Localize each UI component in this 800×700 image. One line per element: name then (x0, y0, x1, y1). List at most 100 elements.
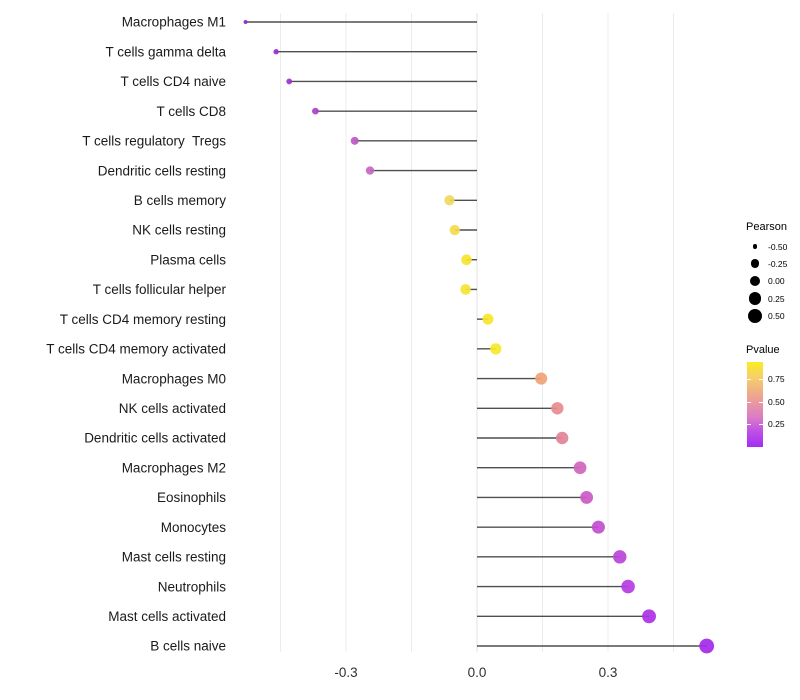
rows-group: Macrophages M1 T cells gamma delta T cells… (46, 15, 715, 654)
pearson-legend-entry: -0.25 (747, 256, 787, 272)
data-point (591, 520, 605, 534)
legend-size-label: 0.00 (768, 276, 785, 286)
chart-row: Eosinophils (157, 490, 594, 505)
row-label: Macrophages M1 (122, 15, 226, 30)
legend-size-dot (752, 244, 758, 249)
data-point (461, 254, 472, 266)
data-point (286, 78, 293, 85)
row-label: Neutrophils (158, 579, 227, 594)
chart-row: Mast cells activated (108, 609, 657, 624)
x-tick-label: 0.3 (599, 665, 618, 680)
data-point (621, 579, 635, 594)
chart-row: T cells follicular helper (93, 282, 477, 297)
pvalue-legend-title: Pvalue (746, 344, 780, 356)
pvalue-bar-tick-mark (747, 378, 751, 380)
chart-row: T cells gamma delta (105, 44, 477, 59)
row-label: T cells follicular helper (93, 282, 227, 297)
legend-size-label: 0.50 (768, 311, 785, 321)
legend-size-dot (750, 259, 760, 268)
data-point (482, 313, 494, 325)
chart-row: T cells CD8 (156, 104, 477, 119)
x-axis-labels: -0.3 0.0 0.3 (334, 665, 617, 680)
chart-row: Plasma cells (150, 252, 477, 267)
row-label: Macrophages M2 (122, 460, 226, 475)
legend-size-dot-box (747, 292, 763, 305)
chart-row: NK cells resting (132, 223, 477, 238)
pvalue-tick-label: 0.25 (768, 419, 785, 429)
data-point (273, 49, 279, 55)
data-point (580, 490, 594, 504)
data-point (613, 550, 627, 564)
chart-row: Mast cells resting (122, 550, 627, 565)
data-point (555, 431, 569, 445)
chart-row: T cells CD4 memory resting (60, 312, 494, 327)
pearson-legend-entry: 0.00 (747, 273, 785, 289)
data-point (699, 638, 715, 654)
legend-size-dot-box (747, 308, 763, 324)
chart-row: Macrophages M0 (122, 371, 548, 386)
pearson-legend-entry: 0.25 (747, 291, 785, 307)
row-label: B cells naive (150, 639, 226, 654)
gridlines-group (279, 13, 675, 652)
row-label: T cells CD4 memory activated (46, 342, 226, 357)
legend-size-dot-box (747, 244, 763, 249)
pvalue-tick-label: 0.75 (768, 374, 785, 384)
row-label: Eosinophils (157, 490, 226, 505)
data-point (535, 372, 548, 385)
data-point (350, 136, 359, 145)
row-label: B cells memory (134, 193, 227, 208)
legend-size-dot (747, 308, 763, 324)
chart-row: T cells CD4 naive (120, 74, 477, 89)
row-label: T cells regulatory Tregs (82, 134, 226, 149)
x-tick-label: -0.3 (334, 665, 357, 680)
pvalue-gradient-bar (747, 362, 763, 447)
pearson-legend-entry: -0.50 (747, 239, 787, 255)
chart-row: B cells naive (150, 638, 715, 654)
legend-size-label: -0.50 (768, 241, 788, 252)
row-label: T cells gamma delta (105, 44, 226, 59)
chart-row: T cells CD4 memory activated (46, 342, 502, 357)
chart-row: Dendritic cells resting (98, 163, 477, 178)
chart-row: Dendritic cells activated (84, 431, 569, 446)
pvalue-bar-tick-mark (759, 378, 763, 380)
data-point (573, 461, 587, 475)
legend-size-label: 0.25 (768, 293, 785, 304)
row-label: T cells CD8 (156, 104, 226, 119)
chart-row: Neutrophils (158, 579, 635, 594)
pvalue-bar-tick-mark (759, 401, 763, 403)
data-point (460, 284, 471, 295)
data-point (312, 107, 319, 115)
legend-size-dot-box (747, 275, 763, 287)
pvalue-bar-tick-mark (747, 423, 751, 425)
chart-row: Macrophages M1 (122, 15, 477, 30)
legend-size-dot (748, 292, 762, 305)
data-point (551, 402, 564, 415)
chart-row: Macrophages M2 (122, 460, 587, 475)
data-point (449, 224, 460, 236)
pvalue-tick-label: 0.50 (768, 397, 785, 407)
row-label: Macrophages M0 (122, 371, 226, 386)
row-label: NK cells activated (119, 401, 226, 416)
chart-row: B cells memory (134, 193, 477, 208)
pvalue-bar-tick-mark (747, 401, 751, 403)
legend-size-dot (749, 275, 761, 287)
pvalue-bar-tick-mark (759, 423, 763, 425)
data-point (444, 195, 455, 206)
pearson-legend-title: Pearson (746, 221, 787, 233)
data-point (490, 343, 502, 355)
row-label: T cells CD4 naive (120, 74, 226, 89)
data-point (642, 609, 657, 624)
row-label: Dendritic cells activated (84, 431, 226, 446)
data-point (243, 20, 248, 24)
chart-row: Monocytes (161, 520, 605, 535)
row-label: NK cells resting (132, 223, 226, 238)
chart-row: NK cells activated (119, 401, 564, 416)
row-label: Mast cells resting (122, 550, 226, 565)
pearson-legend-entry: 0.50 (747, 308, 785, 324)
chart-row: T cells regulatory Tregs (82, 134, 477, 149)
row-label: T cells CD4 memory resting (60, 312, 226, 327)
legend-size-label: -0.25 (768, 258, 788, 269)
legend-size-dot-box (747, 259, 763, 268)
data-point (365, 166, 375, 175)
